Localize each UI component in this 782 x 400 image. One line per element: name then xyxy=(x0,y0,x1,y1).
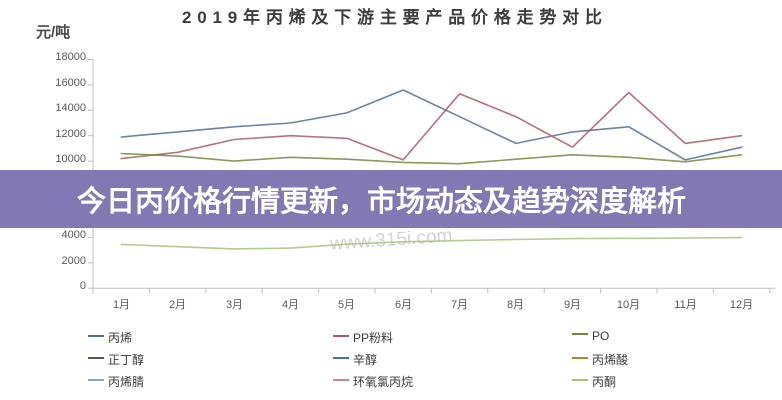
svg-text:www.315i.com: www.315i.com xyxy=(328,225,453,255)
